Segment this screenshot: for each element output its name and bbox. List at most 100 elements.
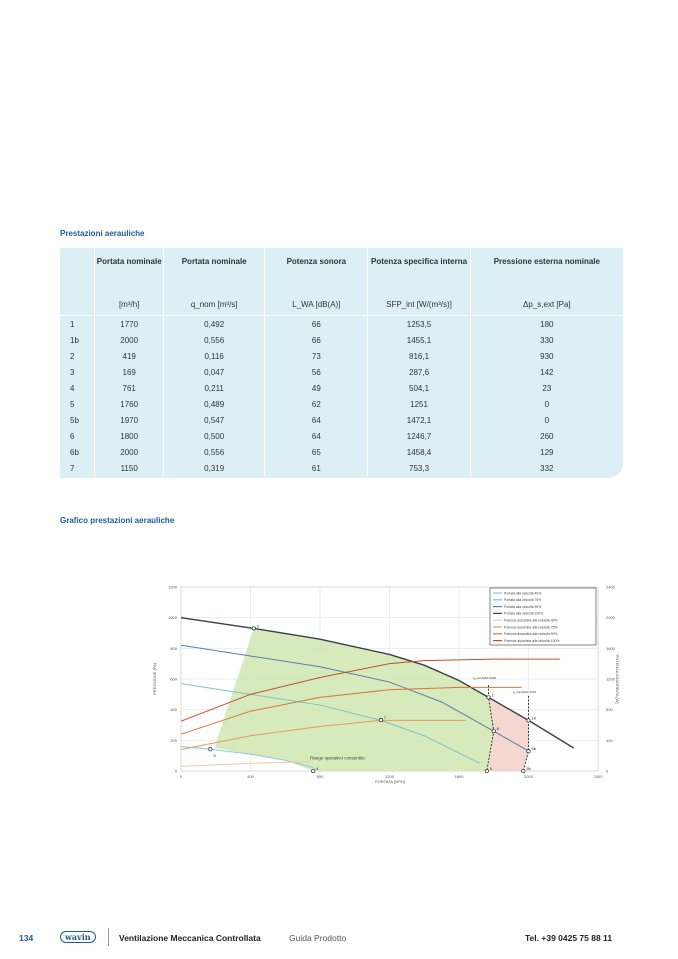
column-header: Portata nominale [94,248,164,293]
table-cell: 169 [94,364,164,380]
table-cell: 56 [264,364,368,380]
table-cell: 73 [264,348,368,364]
wavin-logo: wavin [60,931,96,943]
table-cell: 65 [264,444,368,460]
table-cell: 5b [70,415,79,425]
operating-point [311,768,316,774]
table-cell: 180 [469,315,623,332]
table-row: 6b 2000 0,556 65 1458,4 129 [60,444,623,460]
table-cell: 3 [70,367,75,377]
table-cell: 761 [94,380,164,396]
x-tick-label: 2400 [594,774,604,779]
table-row: 1b 2000 0,556 66 1455,1 330 [60,332,623,348]
extended-range-area [486,697,529,771]
qnom-max-2018-line [486,685,495,772]
column-header: Potenza sonora [264,248,368,293]
point-label: 5 [490,766,493,771]
point-label: 1 [492,692,495,697]
operating-point [484,768,489,774]
legend-entry: Potenza assorbita alla velocità 90% [504,632,558,636]
x-tick-label: 800 [317,774,324,779]
column-header: Potenza specifica interna [367,248,471,293]
table-cell: 64 [264,412,368,428]
region-label: Range operativo consentito [310,756,365,761]
y-tick-label: 600 [170,677,177,682]
table-cell: 1253,5 [367,315,471,332]
table-cell: 0,547 [163,412,265,428]
table-cell: 49 [264,380,368,396]
table-cell: 66 [264,332,368,348]
y-tick-label: 1000 [168,615,178,620]
table-row: 1 1770 0,492 66 1253,5 180 [60,315,623,332]
series-line [180,719,466,751]
operating-point [491,729,496,734]
y2-tick-label: 1600 [606,646,616,651]
table-cell: 0,116 [163,348,265,364]
table-cell: 23 [469,380,623,396]
y2-tick-label: 2000 [606,615,616,620]
table-cell: 330 [469,332,623,348]
section-title-performance: Prestazioni aerauliche [60,229,145,238]
legend-entry: Portata alla velocità 100% [504,612,543,616]
table-row: 3 169 0,047 56 287,6 142 [60,364,623,380]
y-tick-label: 0 [175,769,178,774]
series-line [180,658,560,722]
table-cell: 504,1 [367,380,471,396]
divider [108,928,109,946]
point-label: 7 [384,715,387,720]
footer-phone: Tel. +39 0425 75 88 11 [525,933,613,943]
table-cell: 0,556 [163,332,265,348]
table-cell: 1251 [367,396,471,412]
table-row: 6 1800 0,500 64 1246,7 260 [60,428,623,444]
table-cell: 6 [70,431,75,441]
table-cell: 0,211 [163,380,265,396]
footer-subtitle: Guida Prodotto [289,933,347,943]
x-tick-label: 1200 [385,774,395,779]
table-row: 4 761 0,211 49 504,1 23 [60,380,623,396]
table-cell: 2000 [94,444,164,460]
series-line [180,686,522,735]
unit-cell: SFP_int [W/(m³/s)] [367,293,471,316]
section-title-chart: Grafico prestazioni aerauliche [60,516,175,525]
x-tick-label: 0 [180,774,183,779]
operating-point [526,718,531,723]
x-axis-label: PORTATA [M³/H] [375,779,405,784]
performance-table: Portata nominale Portata nominale Potenza … [60,248,623,478]
legend-entry: Potenza assorbita alla velocità 100% [504,639,559,643]
table-cell: 1760 [94,396,164,412]
table-cell: 419 [94,348,164,364]
table-cell: 1 [70,319,75,329]
table-cell: 1458,4 [367,444,471,460]
legend-entry: Potenza assorbita alla velocità 40% [504,619,558,623]
series-line [180,761,310,767]
performance-chart: 0 400 800 1200 1600 2000 240002004006008001000… [152,585,620,785]
table-cell: 287,6 [367,364,471,380]
x-tick-label: 2000 [524,774,534,779]
point-label: 6 [497,726,500,731]
table-cell: 1800 [94,428,164,444]
table-cell: 1472,1 [367,412,471,428]
point-label: 6b [532,746,537,751]
y2-tick-label: 400 [606,738,613,743]
footer: 134 wavin Ventilazione Meccanica Control… [0,928,678,946]
table-cell: 64 [264,428,368,444]
series-line [180,616,575,749]
series-line [180,683,481,764]
point-label: 4 [316,766,319,771]
table-cell: 0,489 [163,396,265,412]
unit-cell: [m³/h] [94,293,164,316]
table-cell: 2 [70,351,75,361]
unit-cell: L_WA [dB(A)] [264,293,368,316]
unit-cell [60,293,95,316]
table-cell: 2000 [94,332,164,348]
table-cell: 1246,7 [367,428,471,444]
x-tick-label: 1600 [455,774,465,779]
page-number: 134 [19,933,34,943]
legend-entry: Potenza assorbita alla velocità 75% [504,625,558,629]
legend-entry: Portata alla velocità 90% [504,605,541,609]
column-header: Pressione esterna nominale [469,248,623,293]
y-tick-label: 800 [170,646,177,651]
table-row: 5 1760 0,489 62 1251 0 [60,396,623,412]
point-label: 3 [213,753,216,758]
table-row: 5b 1970 0,547 64 1472,1 0 [60,412,623,428]
